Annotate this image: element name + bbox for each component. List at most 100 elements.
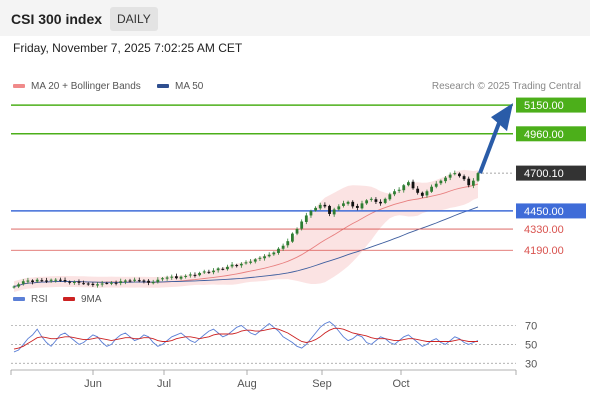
x-tick-label-Aug: Aug [237,378,257,390]
candle-body [142,280,146,282]
candle-body [323,204,327,207]
candle-body [393,191,396,195]
level-box-5150.00 [516,97,586,113]
candle-body [295,229,299,234]
legend-9ma: 9MA [63,294,102,305]
x-tick-label-Jul: Jul [157,378,171,390]
ma9-swatch [63,297,75,302]
timeframe-badge[interactable]: DAILY [110,7,158,31]
legend-ma20: MA 20 + Bollinger Bands [13,81,141,92]
level-box-4700.10 [516,165,586,181]
candle-body [31,280,34,282]
candle-body [77,281,81,283]
candle-body [110,282,113,284]
candle-body [91,283,95,286]
candle-body [420,192,424,196]
candle-body [444,177,447,182]
candle-body [291,233,294,242]
candle-body [188,274,192,276]
candle-body [342,203,345,206]
candle-body [165,277,169,279]
forecast-arrow-head [491,103,513,132]
x-tick-label-Sep: Sep [312,378,332,390]
candle-body [309,210,313,216]
candle-body [137,280,141,282]
candle-body [476,173,480,181]
level-label-4700.10: 4700.10 [524,168,564,180]
candle-body [286,241,290,246]
rsi-swatch [13,297,25,302]
candle-body [411,181,415,189]
candle-body [379,201,382,204]
ma50-line [13,206,479,287]
candle-body [239,263,243,266]
x-tick-label-Oct: Oct [392,378,409,390]
candle-body [170,276,174,278]
candle-body [63,280,67,282]
level-label-4960.00: 4960.00 [524,129,564,141]
candle-body [244,262,248,264]
rsi-tick-label-50: 50 [525,339,537,351]
candle-body [96,284,99,286]
level-box-4450.00 [516,203,586,219]
candle-body [300,221,304,229]
candle-body [119,281,123,284]
rsi-tick-label-70: 70 [525,320,537,332]
candle-body [226,266,229,270]
candle-body [369,198,373,200]
candle-body [272,252,276,255]
ma50-swatch [157,84,169,89]
level-label-5150.00: 5150.00 [524,100,564,112]
candle-body [49,279,53,281]
candle-body [128,280,132,282]
candle-body [198,272,201,276]
candle-body [230,264,234,267]
candle-body [17,284,21,287]
candle-body [216,268,220,271]
candle-body [267,254,271,257]
candle-body [332,209,336,215]
candle-body [337,206,341,210]
candle-body [253,259,257,262]
candle-body [175,276,178,279]
legend-ma50: MA 50 [157,81,203,92]
candle-body [365,200,369,204]
candle-body [360,203,364,209]
candle-body [161,278,164,280]
rsi-line [13,321,479,353]
candle-body [105,283,109,285]
top-bar: CSI 300 index DAILY [0,0,590,36]
chart-panel [0,36,590,400]
candle-body [471,180,475,186]
candle-body [281,245,285,249]
candle-body [277,248,280,253]
candle-body [184,275,188,277]
legend-ma20-label: MA 20 + Bollinger Bands [31,81,141,92]
candle-body [207,271,211,273]
candle-body [235,265,239,267]
candle-body [453,173,457,175]
ma20-swatch [13,84,25,89]
candle-body [458,173,461,177]
candle-body [86,283,90,285]
x-tick-label-Jun: Jun [84,378,102,390]
rsi-tick-label-30: 30 [525,358,537,370]
candle-body [202,271,206,273]
candle-body [258,257,262,259]
candle-body [26,280,30,282]
bollinger-band [14,169,478,292]
candle-body [328,205,331,214]
candle-body [462,176,466,180]
candle-body [151,282,155,284]
candle-body [263,256,266,259]
candle-body [249,261,253,263]
candle-body [304,215,308,222]
candle-body [147,280,150,283]
candle-body [114,282,118,284]
candle-body [416,188,420,193]
timestamp: Friday, November 7, 2025 7:02:25 AM CET [13,41,243,55]
candle-body [82,283,85,285]
candle-body [21,281,25,284]
candle-body [68,281,72,283]
candle-body [383,198,387,203]
